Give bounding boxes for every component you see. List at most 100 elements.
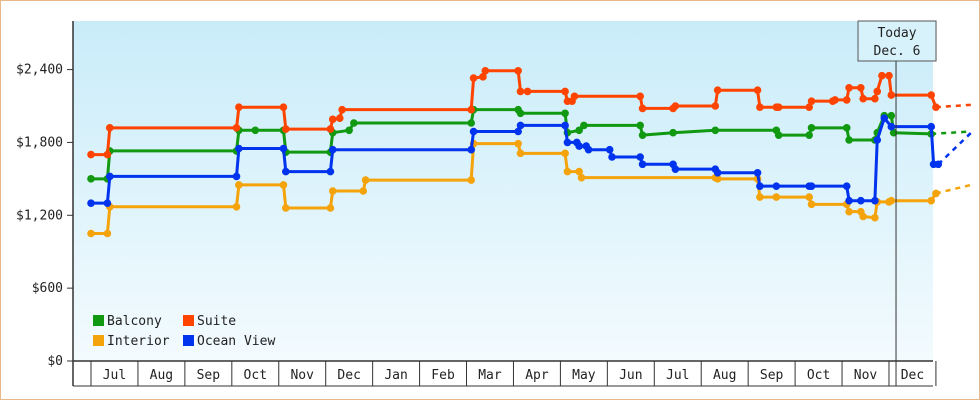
data-point xyxy=(845,83,853,92)
month-label: May xyxy=(572,368,596,383)
data-point xyxy=(282,125,290,133)
data-point xyxy=(328,145,337,154)
data-point xyxy=(713,86,722,95)
data-point xyxy=(608,153,616,161)
legend-label: Suite xyxy=(197,314,236,329)
data-point xyxy=(103,229,112,238)
data-point xyxy=(807,124,816,132)
data-point xyxy=(279,181,288,189)
legend-label: Ocean View xyxy=(197,334,275,349)
data-point xyxy=(282,167,290,176)
data-point xyxy=(345,126,353,135)
data-point xyxy=(842,124,851,132)
month-label: Jan xyxy=(384,368,407,383)
data-point xyxy=(845,136,853,144)
data-point xyxy=(711,126,720,135)
month-label: Aug xyxy=(713,368,736,383)
data-point xyxy=(516,109,525,118)
data-point xyxy=(467,119,476,127)
data-point xyxy=(575,126,583,135)
data-point xyxy=(563,138,572,147)
data-point xyxy=(880,114,889,122)
data-point xyxy=(753,86,762,95)
data-point xyxy=(469,127,478,136)
data-point xyxy=(871,213,879,222)
data-point xyxy=(713,168,722,177)
data-point xyxy=(878,71,886,80)
data-point xyxy=(350,119,358,127)
month-label: Jun xyxy=(619,368,642,383)
data-point xyxy=(871,94,879,103)
data-point xyxy=(636,92,644,101)
data-point xyxy=(580,121,588,130)
data-point xyxy=(335,114,344,122)
today-label: Today xyxy=(877,26,916,41)
data-point xyxy=(282,204,290,212)
data-point xyxy=(807,200,816,209)
data-point xyxy=(279,103,288,112)
data-point xyxy=(516,121,525,130)
data-point xyxy=(279,144,288,153)
data-point xyxy=(805,193,813,201)
data-point xyxy=(772,182,781,190)
data-point xyxy=(467,145,476,154)
data-point xyxy=(87,150,95,159)
data-point xyxy=(584,145,593,154)
data-point xyxy=(87,199,95,207)
data-point xyxy=(772,193,781,201)
data-point xyxy=(756,103,764,112)
data-point xyxy=(575,142,583,150)
data-point xyxy=(561,149,569,158)
data-point xyxy=(105,124,114,132)
data-point xyxy=(805,131,813,139)
legend-item: Balcony xyxy=(93,314,162,329)
today-date: Dec. 6 xyxy=(874,44,921,59)
data-point xyxy=(887,111,896,120)
data-point xyxy=(467,105,476,114)
data-point xyxy=(671,165,680,173)
data-point xyxy=(235,103,243,112)
data-point xyxy=(857,83,865,92)
data-point xyxy=(561,109,569,118)
plot-background xyxy=(73,21,933,361)
data-point xyxy=(514,66,522,75)
data-point xyxy=(638,160,647,169)
data-point xyxy=(711,102,720,110)
data-point xyxy=(514,127,522,136)
y-tick-label: $1,800 xyxy=(16,135,63,150)
data-point xyxy=(338,105,346,114)
today-box xyxy=(857,20,937,62)
data-point xyxy=(103,199,112,207)
data-point xyxy=(845,207,853,216)
data-point xyxy=(807,97,816,105)
data-point xyxy=(927,196,936,205)
data-point xyxy=(885,71,893,80)
data-point xyxy=(636,121,644,130)
data-point xyxy=(831,96,839,104)
data-point xyxy=(756,193,764,201)
data-point xyxy=(756,182,764,190)
data-point xyxy=(638,104,647,113)
data-point xyxy=(842,96,851,104)
projection-line xyxy=(931,130,972,136)
data-point xyxy=(807,182,816,190)
data-point xyxy=(328,187,337,195)
month-label: Jul xyxy=(666,368,689,383)
y-tick-label: $600 xyxy=(32,281,63,296)
legend-label: Interior xyxy=(107,334,170,349)
data-point xyxy=(859,212,867,221)
month-label: Aug xyxy=(150,368,173,383)
data-point xyxy=(87,175,95,183)
data-point xyxy=(359,187,368,195)
data-point xyxy=(235,181,243,189)
data-point xyxy=(523,87,532,96)
data-point xyxy=(871,196,879,205)
data-point xyxy=(479,73,487,81)
data-point xyxy=(514,139,522,148)
data-point xyxy=(232,172,241,181)
data-point xyxy=(887,122,896,131)
data-point xyxy=(251,126,260,135)
month-label: Feb xyxy=(431,368,455,383)
data-point xyxy=(235,144,243,153)
